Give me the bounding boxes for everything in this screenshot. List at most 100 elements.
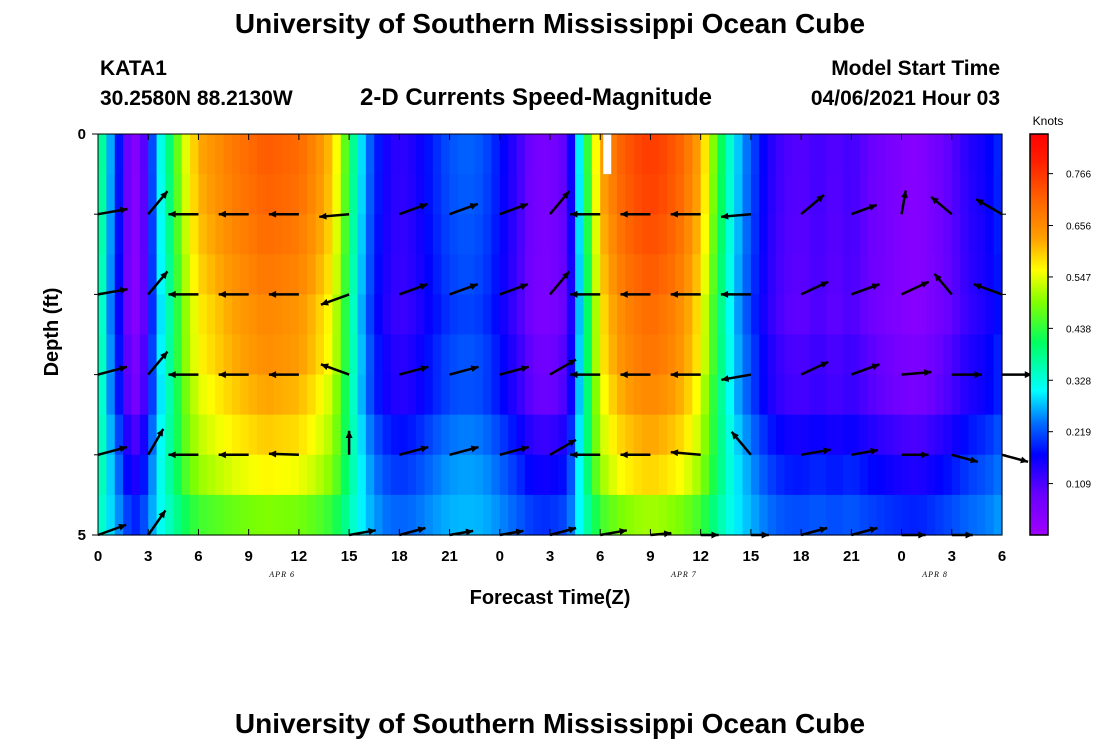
- heat-cell: [424, 214, 434, 255]
- heat-cell: [365, 374, 375, 416]
- heat-cell: [215, 174, 225, 215]
- heat-cell: [315, 294, 325, 336]
- current-vector: [730, 431, 752, 456]
- heat-cell: [642, 214, 652, 255]
- heat-cell: [717, 174, 727, 215]
- heat-cell: [290, 134, 300, 175]
- heat-cell: [399, 494, 409, 536]
- heat-cell: [784, 414, 794, 456]
- y-tick-label: 0: [78, 126, 86, 143]
- heat-cell: [449, 334, 459, 376]
- vector-head: [570, 290, 578, 298]
- heat-cell: [575, 254, 585, 295]
- heat-cell: [315, 414, 325, 456]
- current-vector: [670, 371, 701, 379]
- heat-cell: [692, 214, 702, 255]
- heat-cell: [591, 334, 601, 376]
- heat-cell: [901, 134, 911, 175]
- heat-cell: [734, 374, 744, 416]
- heat-cell: [449, 214, 459, 255]
- current-vector: [320, 363, 350, 376]
- vector-head: [119, 365, 127, 373]
- heat-cell: [625, 374, 635, 416]
- heat-cell: [181, 134, 191, 175]
- heat-cell: [968, 214, 978, 255]
- current-vector: [218, 210, 249, 218]
- heat-cell: [282, 294, 292, 336]
- heat-cell: [876, 414, 886, 456]
- heat-cell: [206, 334, 216, 376]
- heat-cell: [993, 174, 1003, 215]
- heat-cell: [457, 134, 467, 175]
- heat-cell: [767, 374, 777, 416]
- heat-cell: [315, 494, 325, 536]
- heat-cell: [382, 174, 392, 215]
- heat-cell: [918, 414, 928, 456]
- date-label: APR 6: [268, 570, 295, 579]
- heat-cell: [491, 414, 501, 456]
- heat-cell: [851, 214, 861, 255]
- heat-cell: [374, 174, 384, 215]
- heat-cell: [583, 334, 593, 376]
- heat-cell: [282, 454, 292, 496]
- heat-cell: [516, 254, 526, 295]
- heat-cell: [231, 254, 241, 295]
- heat-cell: [608, 454, 618, 496]
- heat-cell: [868, 374, 878, 416]
- vector-head: [820, 361, 829, 369]
- current-vector: [399, 365, 429, 376]
- heat-cell: [491, 494, 501, 536]
- heat-cell: [365, 294, 375, 336]
- heat-cell: [131, 254, 141, 295]
- heat-cell: [307, 494, 317, 536]
- heat-cell: [483, 454, 493, 496]
- heat-cell: [675, 494, 685, 536]
- heat-cell: [516, 134, 526, 175]
- heat-cell: [123, 294, 133, 336]
- vector-head: [168, 451, 176, 459]
- heat-cell: [700, 214, 710, 255]
- heat-cell: [951, 494, 961, 536]
- heat-cell: [817, 254, 827, 295]
- current-vectors: [97, 190, 1032, 539]
- vector-head: [921, 451, 929, 459]
- colorbar: Knots 0.766 0.656 0.547 0.438 0.328 0.219 0.10…: [1029, 114, 1091, 536]
- vector-head: [420, 445, 429, 453]
- station-id: KATA1: [100, 57, 167, 80]
- heat-cell: [608, 214, 618, 255]
- heat-cell: [483, 174, 493, 215]
- heat-cell: [742, 174, 752, 215]
- x-tick-label: 21: [843, 548, 860, 565]
- heat-cell: [558, 414, 568, 456]
- heat-cell: [901, 454, 911, 496]
- x-tick-label: 6: [596, 548, 604, 565]
- heat-cell: [483, 414, 493, 456]
- heat-cell: [164, 454, 174, 496]
- heat-cell: [432, 334, 442, 376]
- heat-cell: [240, 174, 250, 215]
- heat-cell: [625, 254, 635, 295]
- heat-cell: [759, 374, 769, 416]
- heat-cell: [717, 334, 727, 376]
- heat-cell: [625, 214, 635, 255]
- heat-cell: [767, 134, 777, 175]
- heat-cell: [324, 174, 333, 215]
- current-vector: [975, 198, 1003, 216]
- heat-cell: [993, 374, 1003, 416]
- heat-cell: [206, 254, 216, 295]
- heat-cell: [332, 214, 342, 255]
- current-vector: [951, 371, 982, 379]
- heat-cell: [784, 454, 794, 496]
- heat-cell: [600, 494, 610, 536]
- heat-cell: [206, 214, 216, 255]
- heat-cell: [683, 294, 693, 336]
- heat-cell: [826, 334, 836, 376]
- heat-cell: [566, 134, 576, 175]
- heat-cell: [206, 494, 216, 536]
- vector-head: [160, 271, 168, 280]
- heat-cell: [834, 254, 844, 295]
- heat-cell: [935, 454, 945, 496]
- heat-cell: [993, 254, 1003, 295]
- heat-cell: [759, 254, 769, 295]
- heat-cell: [407, 374, 417, 416]
